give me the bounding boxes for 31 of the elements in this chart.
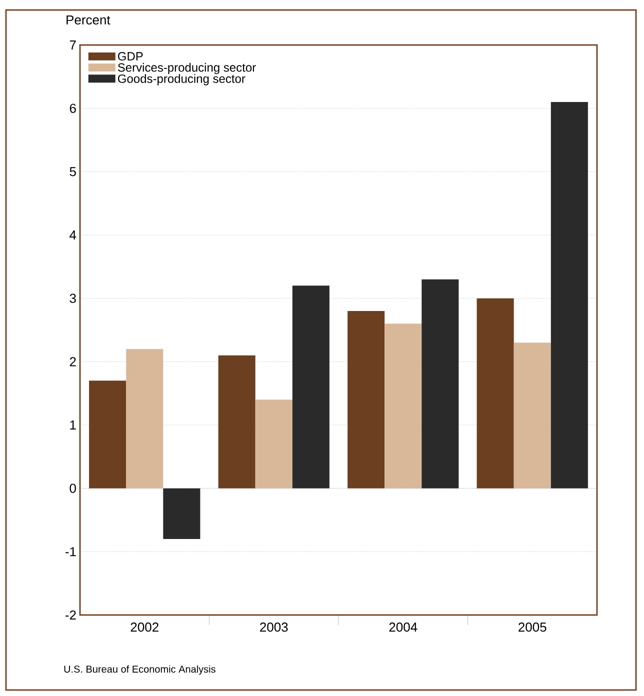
y-tick-label: 2 bbox=[70, 357, 76, 366]
legend-label: Goods-producing sector bbox=[118, 74, 246, 86]
y-tick-label: 0 bbox=[70, 484, 76, 493]
bar bbox=[218, 355, 256, 488]
y-axis-title: Percent bbox=[66, 15, 110, 25]
y-tick-label: 5 bbox=[70, 167, 76, 176]
y-tick-label: 3 bbox=[70, 294, 76, 303]
x-tick-label: 2003 bbox=[260, 622, 288, 632]
bar bbox=[89, 380, 126, 488]
bar bbox=[514, 342, 551, 488]
bar bbox=[476, 298, 514, 488]
bar bbox=[384, 324, 422, 488]
x-tick-label: 2004 bbox=[389, 622, 418, 632]
bar bbox=[550, 102, 588, 488]
x-tick-label: 2005 bbox=[518, 622, 546, 632]
y-tick-label: 1 bbox=[70, 420, 76, 430]
y-tick-label: 6 bbox=[70, 104, 76, 113]
bar bbox=[422, 279, 459, 488]
y-tick-label: 7 bbox=[70, 40, 76, 50]
legend-label: Services-producing sector bbox=[118, 62, 256, 74]
y-tick-label: 4 bbox=[70, 230, 76, 240]
bar bbox=[255, 400, 292, 488]
x-tick-label: 2002 bbox=[130, 622, 158, 632]
legend-label: GDP bbox=[118, 52, 143, 61]
bar bbox=[163, 488, 200, 539]
bar bbox=[292, 286, 330, 488]
bar bbox=[348, 311, 385, 488]
y-tick-label: -1 bbox=[65, 547, 76, 556]
y-tick-label: -2 bbox=[65, 610, 76, 620]
bar bbox=[126, 348, 164, 488]
text: U.S. Bureau of Economic Analysis bbox=[64, 665, 216, 675]
